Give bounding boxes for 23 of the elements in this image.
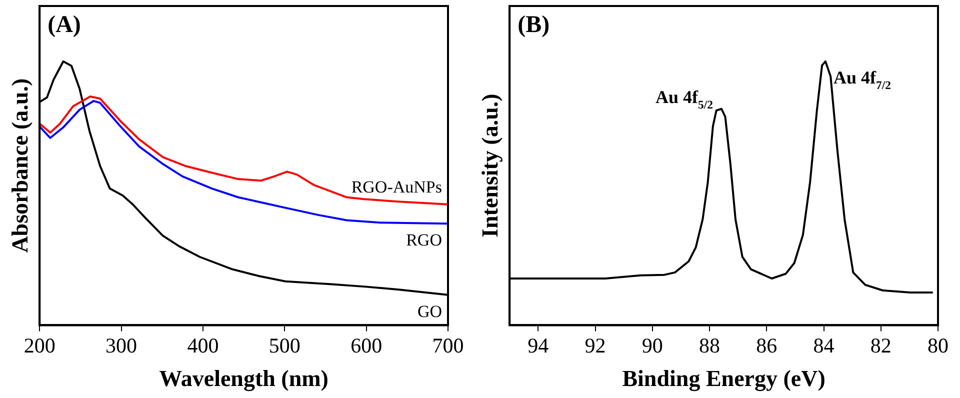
x-tick-label: 600: [350, 333, 382, 358]
x-tick-label: 92: [584, 333, 606, 358]
x-axis-title: Wavelength (nm): [159, 366, 328, 392]
x-tick-label: 88: [699, 333, 720, 358]
y-axis-title: Absorbance (a.u.): [8, 78, 33, 253]
x-tick-label: 500: [268, 333, 300, 358]
x-tick-label: 200: [24, 333, 56, 358]
x-tick-label: 86: [756, 333, 778, 358]
text: (B): [518, 12, 550, 38]
x-tick-label: 300: [106, 333, 138, 358]
x-tick-label: 80: [928, 333, 948, 358]
x-tick-label: 94: [528, 333, 550, 358]
series-label: GO: [417, 302, 442, 321]
y-axis-title: Intensity (a.u.): [478, 94, 503, 238]
series-label: RGO: [406, 230, 442, 250]
x-axis-title: Binding Energy (eV): [622, 366, 826, 392]
series-label: RGO-AuNPs: [351, 177, 442, 196]
x-tick-label: 82: [870, 333, 892, 358]
x-tick-label: 700: [432, 333, 464, 358]
x-tick-label: 400: [187, 333, 219, 358]
text: (A): [48, 12, 81, 38]
x-tick-label: 90: [642, 333, 663, 358]
x-tick-label: 84: [813, 333, 835, 358]
